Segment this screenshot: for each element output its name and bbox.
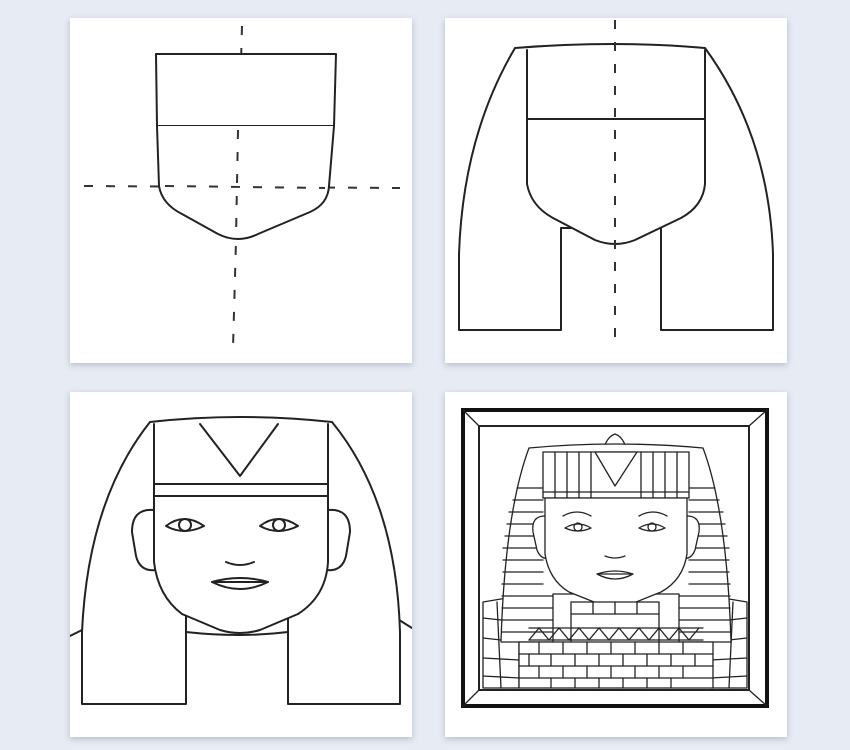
picture-frame-outer bbox=[461, 408, 769, 708]
step-1-drawing bbox=[83, 25, 401, 349]
step-1-panel bbox=[70, 18, 412, 363]
headband-lines bbox=[153, 483, 329, 497]
cap-v-emblem bbox=[594, 451, 638, 487]
step-4-panel bbox=[445, 392, 787, 737]
face-outline bbox=[156, 125, 335, 240]
mouth bbox=[596, 570, 634, 580]
right-iris bbox=[647, 522, 657, 532]
cap-stripes bbox=[554, 451, 678, 499]
nose bbox=[225, 561, 255, 566]
eye-guide-line bbox=[164, 185, 326, 189]
mouth bbox=[211, 577, 269, 590]
headdress-v-shape bbox=[199, 423, 279, 477]
right-iris bbox=[272, 518, 286, 532]
right-eye bbox=[638, 523, 666, 532]
step-2-drawing bbox=[458, 20, 774, 350]
step-2-panel bbox=[445, 18, 787, 363]
collar-band-lines bbox=[528, 627, 704, 641]
step-4-drawing bbox=[461, 408, 769, 708]
neck-bricks bbox=[570, 601, 660, 615]
broad-collar bbox=[518, 641, 714, 689]
frame-corner-lines bbox=[462, 409, 768, 707]
collar-triangles bbox=[528, 627, 700, 641]
nose bbox=[604, 555, 626, 559]
step-3-drawing bbox=[70, 416, 412, 705]
face-outline bbox=[526, 49, 706, 245]
left-iris bbox=[573, 522, 583, 532]
neck-outline bbox=[185, 613, 289, 636]
face-outline bbox=[153, 423, 329, 634]
center-guide-line bbox=[235, 129, 239, 239]
right-ear bbox=[325, 508, 351, 572]
headdress-band bbox=[155, 53, 337, 127]
step-3-panel bbox=[70, 392, 412, 737]
left-iris bbox=[178, 518, 192, 532]
right-eye bbox=[259, 518, 299, 532]
collar-bricks bbox=[528, 641, 696, 689]
nemes-stripes bbox=[501, 487, 731, 633]
picture-frame-inner bbox=[478, 425, 750, 691]
left-ear bbox=[131, 508, 157, 572]
left-eye bbox=[564, 523, 592, 532]
left-eye bbox=[165, 518, 205, 532]
eyebrows bbox=[562, 511, 668, 517]
